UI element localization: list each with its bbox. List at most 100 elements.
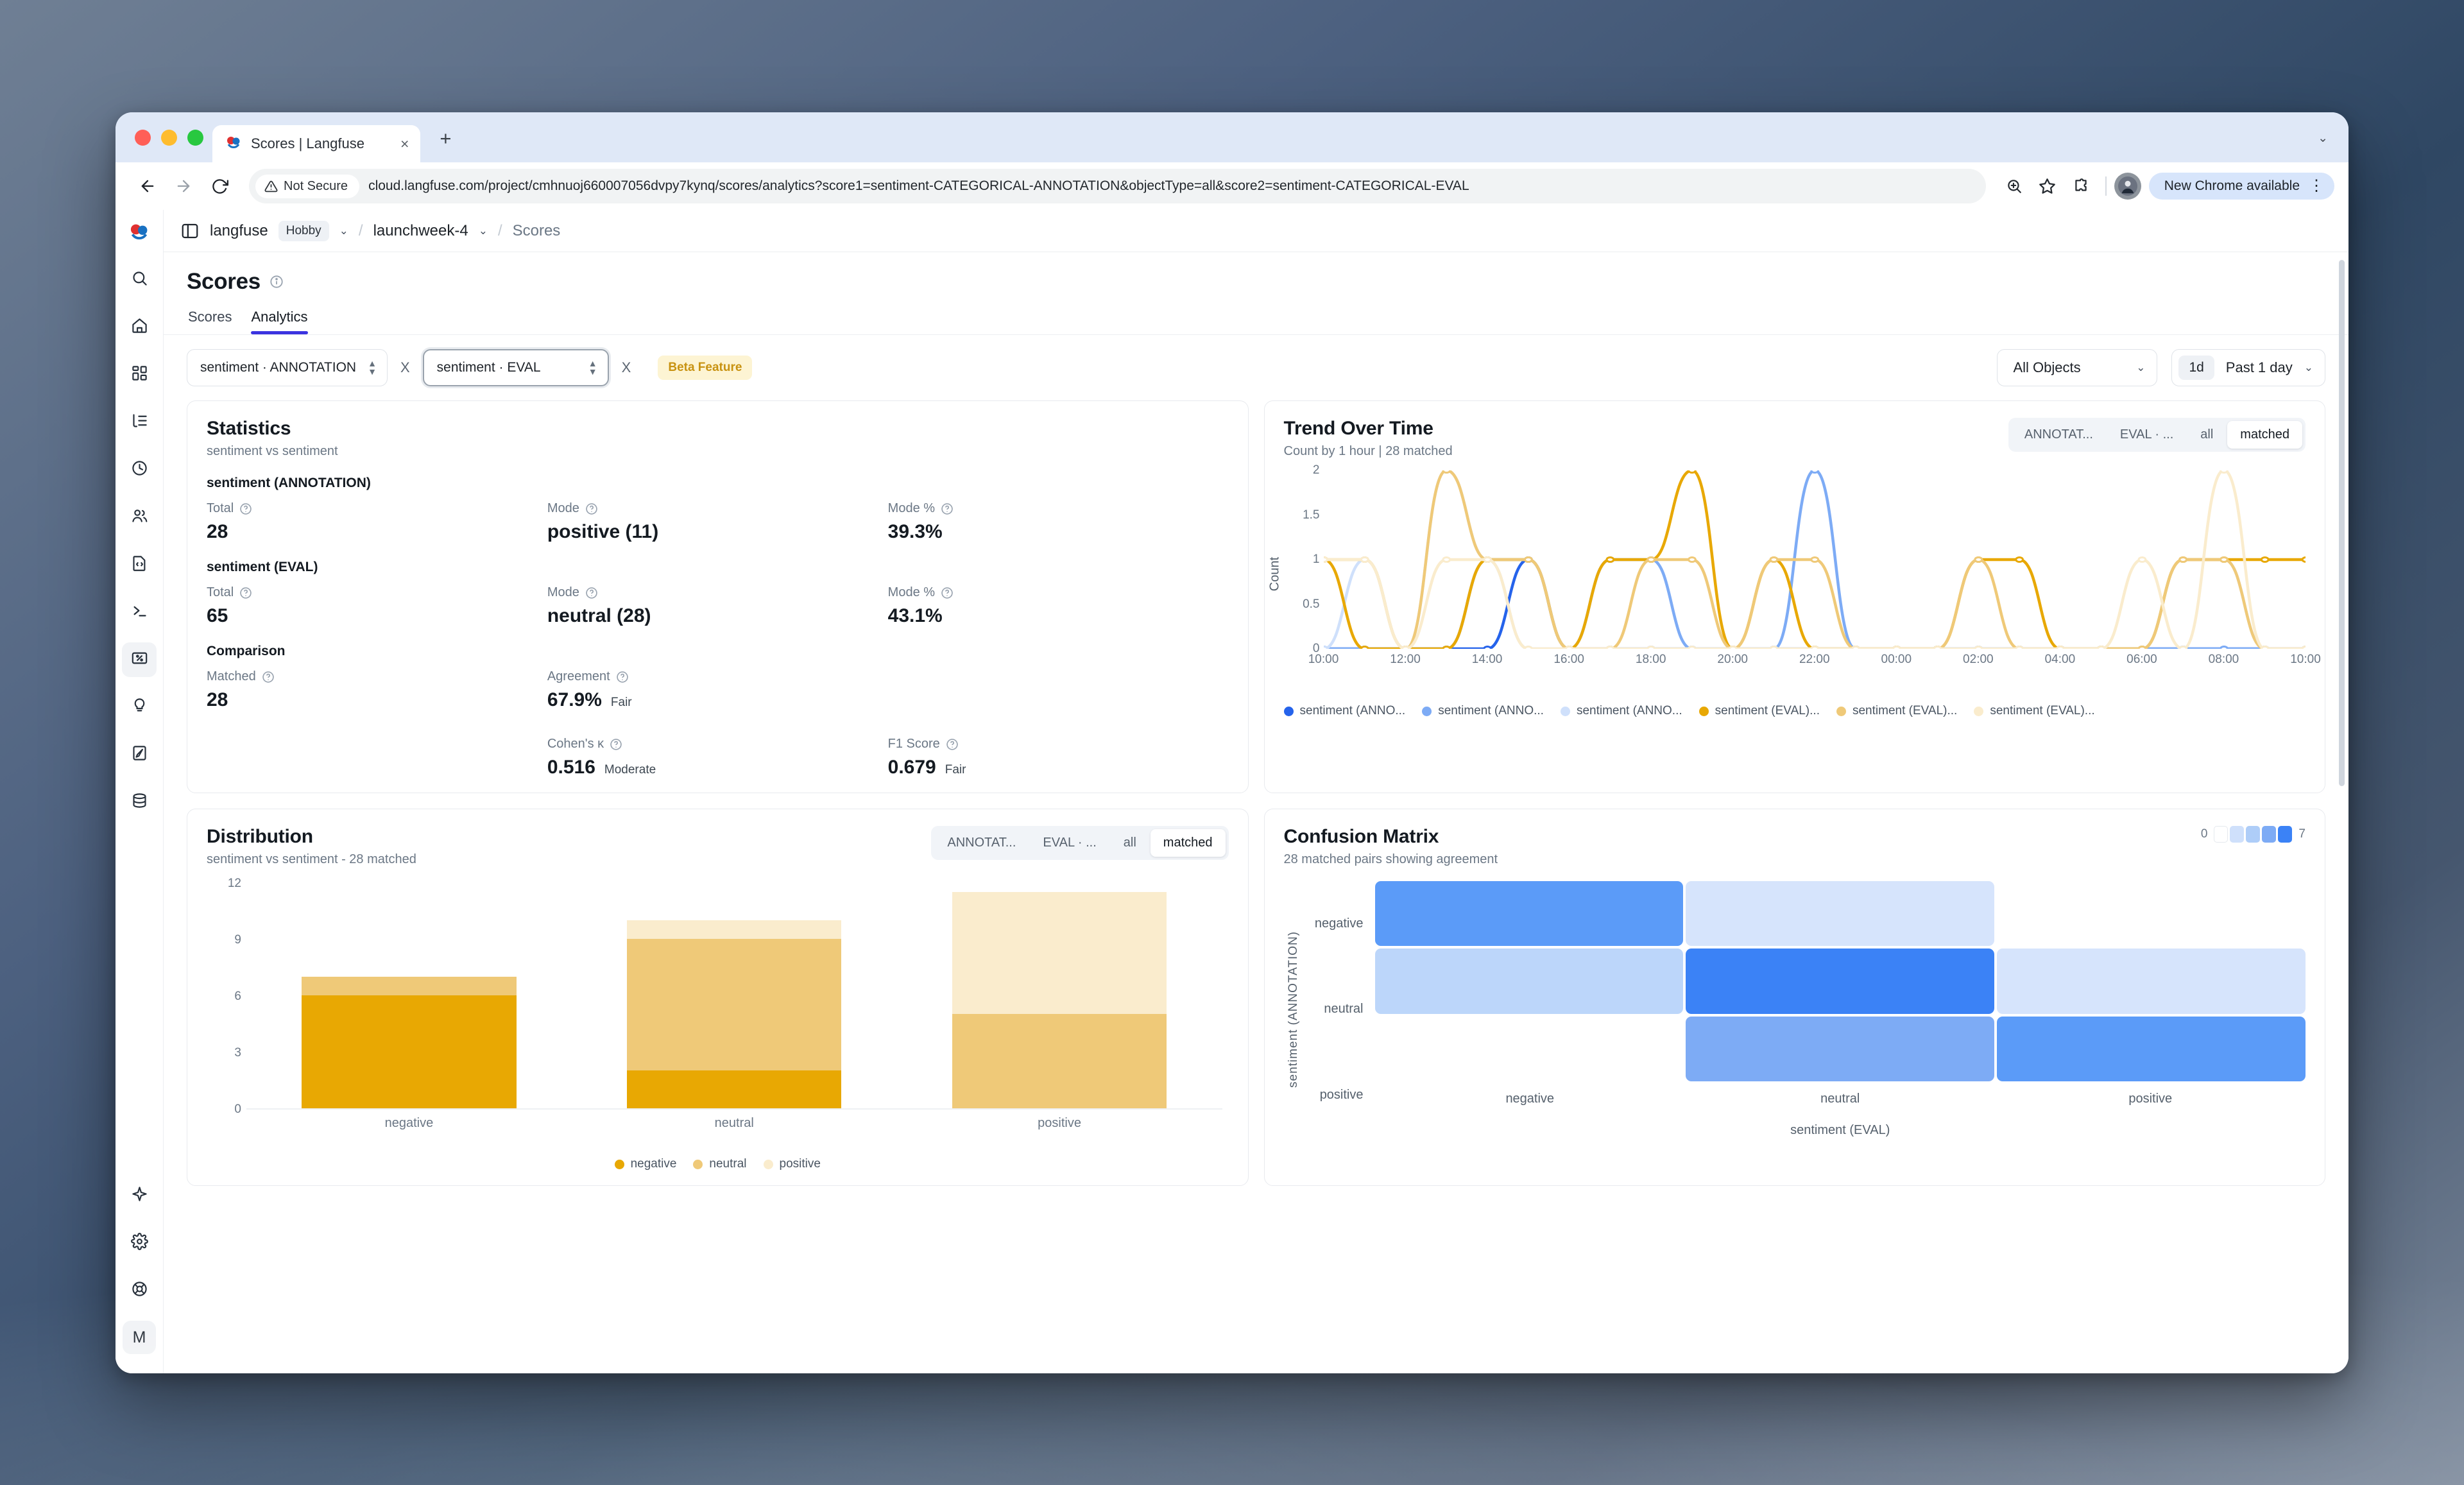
profile-avatar[interactable]: [2114, 173, 2141, 200]
confusion-cell[interactable]: [1374, 949, 1684, 1014]
sidebar-item-evaluation[interactable]: [122, 642, 157, 677]
address-bar[interactable]: Not Secure cloud.langfuse.com/project/cm…: [249, 169, 1986, 203]
page-scrollbar[interactable]: [2339, 260, 2345, 786]
sidebar-item-settings[interactable]: [122, 1226, 157, 1260]
score2-select[interactable]: sentiment · EVAL ▲ ▼: [422, 349, 609, 386]
legend-item[interactable]: sentiment (EVAL)...: [1698, 704, 1820, 718]
trend-data-point: [2261, 647, 2268, 649]
object-type-select[interactable]: All Objects ⌄: [1997, 349, 2158, 386]
distribution-bar[interactable]: [626, 884, 842, 1108]
close-window-button[interactable]: [135, 130, 151, 146]
legend-item[interactable]: sentiment (ANNO...: [1422, 704, 1544, 718]
sidebar-item-search[interactable]: [122, 262, 157, 297]
help-circle-icon[interactable]: [585, 587, 598, 599]
legend-item[interactable]: sentiment (ANNO...: [1560, 704, 1682, 718]
breadcrumb-org[interactable]: langfuse: [210, 221, 268, 239]
window-traffic-lights[interactable]: [127, 130, 212, 162]
reload-button[interactable]: [201, 168, 237, 204]
dist-seg-eval[interactable]: EVAL · ...: [1043, 836, 1097, 850]
tab-analytics[interactable]: Analytics: [251, 309, 308, 334]
distribution-bar[interactable]: [952, 884, 1167, 1108]
trend-seg-all[interactable]: all: [2200, 427, 2214, 442]
sidebar-item-insights[interactable]: [122, 690, 157, 725]
org-chevron-down-icon[interactable]: ⌄: [339, 224, 348, 237]
legend-item[interactable]: negative: [614, 1157, 676, 1171]
sidebar-item-users[interactable]: [122, 500, 157, 535]
help-circle-icon[interactable]: [941, 587, 954, 599]
tab-search-chevron-down-icon[interactable]: ⌄: [2318, 132, 2328, 145]
sidebar-item-prompts[interactable]: [122, 547, 157, 582]
zoom-search-icon[interactable]: [1998, 169, 2031, 203]
langfuse-logo-icon[interactable]: [124, 219, 154, 248]
date-range-select[interactable]: 1d Past 1 day ⌄: [2171, 349, 2325, 386]
confusion-cell[interactable]: [1997, 1016, 2306, 1081]
trend-data-point: [1688, 647, 1695, 649]
langfuse-favicon-icon: [225, 135, 242, 152]
sidebar-item-tracing[interactable]: [122, 405, 157, 440]
object-type-value: All Objects: [2013, 359, 2081, 375]
dist-seg-annotation[interactable]: ANNOTAT...: [947, 836, 1016, 850]
tab-scores[interactable]: Scores: [188, 309, 232, 325]
not-secure-badge[interactable]: Not Secure: [255, 174, 360, 198]
legend-item[interactable]: sentiment (ANNO...: [1283, 704, 1405, 718]
confusion-cell[interactable]: [1997, 949, 2306, 1014]
browser-tab[interactable]: Scores | Langfuse ×: [212, 125, 421, 162]
sidebar-item-ai[interactable]: [122, 1178, 157, 1213]
confusion-cell[interactable]: [1997, 881, 2306, 947]
bookmark-star-icon[interactable]: [2031, 169, 2064, 203]
extensions-puzzle-icon[interactable]: [2064, 169, 2098, 203]
clock-icon: [131, 459, 148, 480]
trend-seg-matched[interactable]: matched: [2227, 421, 2302, 449]
forward-button[interactable]: [166, 168, 201, 204]
legend-label: neutral: [709, 1157, 747, 1171]
date-range-chip[interactable]: 1d: [2178, 356, 2214, 380]
help-circle-icon[interactable]: [946, 738, 959, 751]
sidebar-item-support[interactable]: [122, 1273, 157, 1308]
browser-menu-kebab-icon[interactable]: ⋮: [2309, 176, 2324, 194]
trend-data-point: [1607, 558, 1614, 562]
trend-seg-annotation[interactable]: ANNOTAT...: [2024, 427, 2093, 442]
help-circle-icon[interactable]: [616, 671, 629, 683]
sidebar-item-home[interactable]: [122, 310, 157, 345]
minimize-window-button[interactable]: [161, 130, 177, 146]
confusion-cell[interactable]: [1686, 881, 1995, 947]
confusion-cell[interactable]: [1374, 1016, 1684, 1081]
sidebar-item-datasets[interactable]: [122, 785, 157, 820]
stat-label: Cohen's κ: [547, 737, 604, 751]
help-circle-icon[interactable]: [610, 738, 622, 751]
confusion-y-tick: positive: [1319, 1087, 1364, 1102]
user-avatar[interactable]: M: [123, 1321, 156, 1354]
dist-seg-all[interactable]: all: [1123, 836, 1136, 850]
stat-row-eval: Total 65 Mode neutral (28) Mode % 43.1%: [207, 585, 1229, 627]
sidebar-item-sessions[interactable]: [122, 452, 157, 487]
sidebar-item-playground[interactable]: [122, 595, 157, 630]
confusion-cell[interactable]: [1686, 1016, 1995, 1081]
help-circle-icon[interactable]: [585, 502, 598, 515]
maximize-window-button[interactable]: [187, 130, 203, 146]
legend-item[interactable]: positive: [763, 1157, 821, 1171]
tab-close-icon[interactable]: ×: [400, 135, 409, 152]
legend-item[interactable]: sentiment (EVAL)...: [1836, 704, 1957, 718]
help-circle-icon[interactable]: [239, 502, 252, 515]
legend-item[interactable]: neutral: [693, 1157, 747, 1171]
trend-data-point: [1974, 558, 1981, 562]
chrome-update-pill[interactable]: New Chrome available ⋮: [2148, 173, 2334, 200]
sidebar-toggle-icon[interactable]: [180, 221, 200, 241]
help-circle-icon[interactable]: [262, 671, 275, 683]
legend-item[interactable]: sentiment (EVAL)...: [1974, 704, 2095, 718]
new-tab-button[interactable]: +: [440, 127, 452, 150]
breadcrumb-project[interactable]: launchweek-4: [373, 221, 468, 239]
distribution-bar[interactable]: [302, 884, 517, 1108]
back-button[interactable]: [130, 168, 166, 204]
help-circle-icon[interactable]: [239, 587, 252, 599]
sidebar-item-annotation[interactable]: [122, 737, 157, 772]
project-chevron-down-icon[interactable]: ⌄: [478, 224, 488, 237]
score1-select[interactable]: sentiment · ANNOTATION ▲ ▼: [187, 349, 388, 386]
confusion-cell[interactable]: [1686, 949, 1995, 1014]
info-circle-icon[interactable]: [270, 275, 284, 289]
dist-seg-matched[interactable]: matched: [1150, 829, 1226, 857]
help-circle-icon[interactable]: [941, 502, 954, 515]
confusion-cell[interactable]: [1374, 881, 1684, 947]
sidebar-item-dashboards[interactable]: [122, 357, 157, 392]
trend-seg-eval[interactable]: EVAL · ...: [2119, 427, 2174, 442]
